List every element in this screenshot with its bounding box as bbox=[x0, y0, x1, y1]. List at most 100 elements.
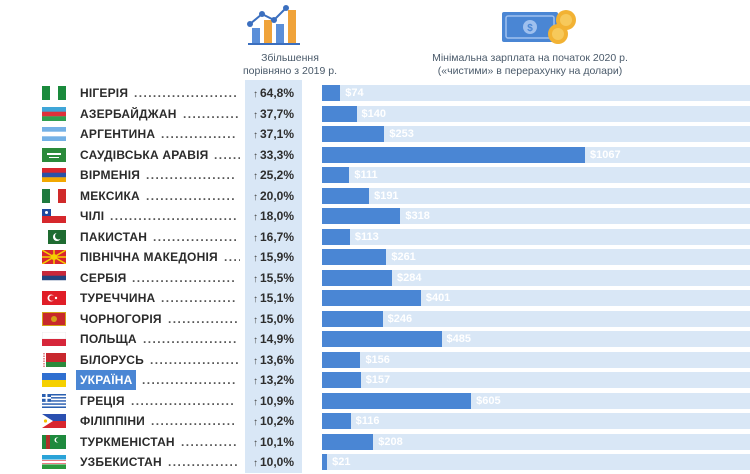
wage-value-label: $605 bbox=[476, 394, 501, 407]
uzbekistan-flag-icon bbox=[42, 455, 66, 469]
country-name: ГРЕЦІЯ bbox=[80, 393, 125, 408]
leader-dots: ................ bbox=[161, 291, 237, 305]
leader-dots: .................. bbox=[151, 414, 237, 428]
leader-dots: ...................... bbox=[132, 270, 237, 285]
growth-chart-icon bbox=[247, 5, 300, 45]
increase-label: 37,7% bbox=[259, 106, 295, 121]
country-name: УКРАЇНА bbox=[76, 370, 137, 390]
table-row: ГРЕЦІЯ...................... ↑ 10,9% $605 bbox=[0, 391, 750, 411]
table-row: АРГЕНТИНА................ ↑ 37,1% $253 bbox=[0, 124, 750, 144]
wage-header-line2: («чистими» в перерахунку на долари) bbox=[437, 65, 623, 77]
table-row: ПОЛЬЩА.................... ↑ 14,9% $485 bbox=[0, 329, 750, 349]
increase-value: ↑ 15,1% bbox=[245, 288, 302, 308]
increase-label: 18,0% bbox=[259, 209, 295, 223]
up-arrow-icon: ↑ bbox=[252, 335, 258, 346]
wage-bar bbox=[322, 351, 361, 368]
country-name: АЗЕРБАЙДЖАН bbox=[80, 106, 177, 121]
montenegro-flag-icon bbox=[42, 311, 66, 326]
table-row: ЧОРНОГОРІЯ............... ↑ 15,0% $246 bbox=[0, 309, 750, 329]
wage-bar bbox=[322, 269, 392, 286]
up-arrow-icon: ↑ bbox=[252, 458, 258, 469]
table-row: ФІЛІППІНИ.................. ↑ 10,2% $116 bbox=[0, 411, 750, 431]
bar-track bbox=[322, 208, 750, 224]
wage-value-label: $157 bbox=[365, 374, 391, 386]
increase-label: 33,3% bbox=[259, 147, 295, 162]
leader-dots: .................. bbox=[153, 229, 239, 244]
belarus-flag-icon bbox=[42, 352, 66, 367]
up-arrow-icon: ↑ bbox=[252, 294, 258, 305]
up-arrow-icon: ↑ bbox=[252, 417, 258, 428]
leader-dots: ............... bbox=[168, 311, 240, 326]
nigeria-flag-icon bbox=[42, 86, 66, 100]
increase-column-background bbox=[245, 80, 302, 473]
increase-label: 37,1% bbox=[259, 127, 295, 141]
increase-value: ↑ 14,9% bbox=[245, 329, 302, 349]
philippines-flag-icon bbox=[42, 414, 66, 428]
table-row: СЕРБІЯ...................... ↑ 15,5% $284 bbox=[0, 268, 750, 288]
up-arrow-icon: ↑ bbox=[252, 253, 258, 264]
chile-flag-icon bbox=[42, 209, 66, 223]
bar-track bbox=[322, 228, 750, 245]
wage-bar bbox=[322, 105, 357, 122]
table-row: БІЛОРУСЬ................... ↑ 13,6% $156 bbox=[0, 350, 750, 370]
wage-bar bbox=[322, 392, 472, 409]
increase-label: 13,6% bbox=[259, 352, 295, 367]
table-row: АЗЕРБАЙДЖАН............ ↑ 37,7% $140 bbox=[0, 104, 750, 124]
table-row: НІГЕРІЯ...................... ↑ 64,8% $74 bbox=[0, 83, 750, 103]
increase-value: ↑ 15,5% bbox=[245, 268, 302, 288]
bar-track bbox=[322, 167, 750, 183]
up-arrow-icon: ↑ bbox=[252, 376, 258, 387]
increase-value: ↑ 37,7% bbox=[245, 104, 302, 124]
up-arrow-icon: ↑ bbox=[252, 273, 258, 285]
country-name: ЧОРНОГОРІЯ bbox=[80, 311, 162, 326]
table-row: МЕКСИКА................... ↑ 20,0% $191 bbox=[0, 186, 750, 206]
increase-value: ↑ 13,2% bbox=[245, 370, 302, 390]
increase-value: ↑ 64,8% bbox=[245, 83, 302, 103]
wage-value-label: $284 bbox=[397, 271, 422, 284]
increase-label: 20,0% bbox=[259, 188, 295, 203]
table-row: ПАКИСТАН.................. ↑ 16,7% $113 bbox=[0, 227, 750, 247]
wage-value-label: $253 bbox=[389, 128, 414, 140]
country-name: ВІРМЕНІЯ bbox=[80, 168, 141, 182]
ukraine-flag-icon bbox=[42, 373, 66, 387]
table-row: ПІВНІЧНА МАКЕДОНІЯ.... ↑15,9% $261 bbox=[0, 247, 750, 267]
country-name: ЧІЛІ bbox=[80, 209, 105, 223]
wage-value-label: $140 bbox=[361, 107, 386, 120]
country-name: АРГЕНТИНА bbox=[80, 127, 156, 141]
wage-header: Мінімальна зарплата на початок 2020 р. (… bbox=[400, 52, 660, 78]
bar-track bbox=[322, 85, 750, 101]
leader-dots: .................... bbox=[142, 373, 237, 387]
increase-label: 25,2% bbox=[259, 168, 295, 182]
increase-value: ↑ 10,2% bbox=[245, 411, 302, 431]
armenia-flag-icon bbox=[42, 168, 66, 182]
bar-track bbox=[322, 290, 750, 306]
svg-text:$: $ bbox=[527, 23, 533, 34]
money-coins-icon: $ bbox=[502, 10, 576, 44]
poland-flag-icon bbox=[41, 331, 67, 346]
leader-dots: ...................... bbox=[134, 86, 239, 100]
wage-value-label: $74 bbox=[345, 87, 364, 99]
increase-header: Збільшення порівняно з 2019 р. bbox=[220, 52, 360, 78]
wage-value-label: $401 bbox=[425, 292, 451, 304]
wage-header-line1: Мінімальна зарплата на початок 2020 р. bbox=[432, 52, 628, 64]
increase-value: ↑ 20,0% bbox=[245, 186, 302, 206]
wage-bar bbox=[322, 187, 370, 204]
up-arrow-icon: ↑ bbox=[252, 396, 258, 408]
wage-bar bbox=[322, 290, 421, 306]
wage-bar bbox=[322, 208, 401, 224]
leader-dots: ................... bbox=[146, 188, 236, 203]
increase-label: 13,2% bbox=[259, 373, 295, 387]
wage-bar bbox=[322, 146, 585, 163]
saudi-arabia-flag-icon bbox=[42, 147, 66, 162]
wage-value-label: $116 bbox=[355, 415, 380, 427]
country-name: ТУРКМЕНІСТАН bbox=[80, 434, 175, 449]
wage-bar bbox=[322, 413, 351, 429]
wage-value-label: $111 bbox=[354, 169, 378, 181]
table-row: ВІРМЕНІЯ................... ↑ 25,2% $111 bbox=[0, 165, 750, 185]
wage-bar bbox=[322, 331, 442, 347]
country-name: ПОЛЬЩА bbox=[80, 332, 137, 346]
increase-label: 64,8% bbox=[259, 86, 295, 100]
country-name: ТУРЕЧЧИНА bbox=[80, 291, 156, 305]
up-arrow-icon: ↑ bbox=[252, 232, 258, 244]
bar-track bbox=[322, 269, 750, 286]
